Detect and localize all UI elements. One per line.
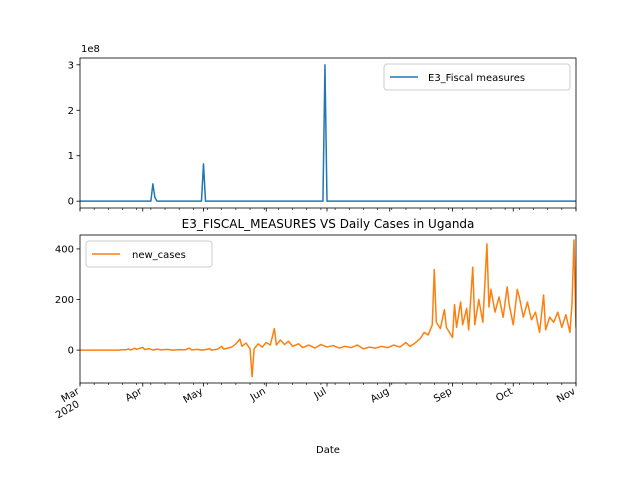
top-legend: E3_Fiscal measures bbox=[383, 63, 571, 91]
y-tick-label: 200 bbox=[55, 295, 74, 306]
bottom-series-lines bbox=[80, 239, 576, 378]
y-offset-label: 1e8 bbox=[81, 44, 100, 55]
top-axes-frame bbox=[79, 57, 577, 209]
top-y-ticks: 0 1 2 3 bbox=[68, 60, 80, 208]
bottom-axes-frame bbox=[79, 234, 577, 384]
top-legend-box bbox=[383, 63, 571, 91]
y-tick-label: 400 bbox=[55, 244, 74, 255]
top-series-lines bbox=[80, 64, 576, 202]
bottom-legend-label: new_cases bbox=[132, 250, 186, 261]
y-tick-label: 1 bbox=[68, 151, 74, 162]
series-line-e3-fiscal-measures bbox=[80, 64, 576, 202]
fiscal-measures-panel: 1e8 0 1 2 3 E3_Fiscal measures bbox=[68, 44, 577, 212]
chart-title: E3_FISCAL_MEASURES VS Daily Cases in Uga… bbox=[182, 217, 475, 231]
y-tick-label: 0 bbox=[68, 346, 74, 357]
bottom-legend: new_cases bbox=[85, 240, 213, 268]
y-tick-label: 3 bbox=[68, 60, 74, 71]
bottom-legend-box bbox=[85, 240, 213, 268]
y-tick-label: 0 bbox=[68, 197, 74, 208]
top-legend-label: E3_Fiscal measures bbox=[428, 73, 525, 84]
bottom-y-ticks: 0 200 400 bbox=[55, 244, 80, 357]
x-axis-label: Date bbox=[316, 445, 340, 456]
series-line-new-cases bbox=[80, 239, 576, 378]
y-tick-label: 2 bbox=[68, 106, 74, 117]
